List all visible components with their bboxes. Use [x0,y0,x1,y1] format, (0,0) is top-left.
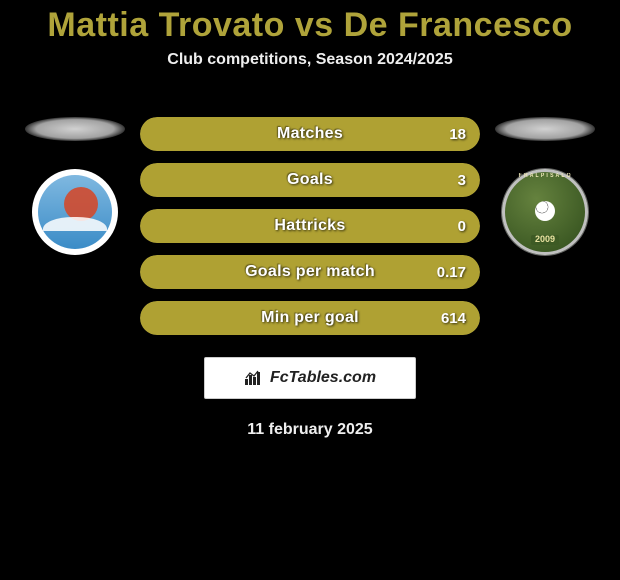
page-subtitle: Club competitions, Season 2024/2025 [0,51,620,69]
stat-label: Goals per match [140,255,480,289]
club-badge-right-art: F R A L P I S A L O 2009 [502,169,588,255]
date-label: 11 february 2025 [0,421,620,439]
club-badge-left [32,169,118,255]
player-left-column [20,117,130,335]
club-badge-left-art [38,175,112,249]
stat-label: Goals [140,163,480,197]
stat-value-right: 0.17 [437,255,466,289]
player-left-shadow [25,117,125,141]
brand-text: FcTables.com [270,369,376,387]
player-right-column: F R A L P I S A L O 2009 [490,117,600,335]
stat-value-right: 0 [458,209,466,243]
stat-bars: Matches18 Goals3 Hattricks0 Goals per match… [140,117,480,335]
stat-label: Hattricks [140,209,480,243]
club-badge-right: F R A L P I S A L O 2009 [502,169,588,255]
stat-value-right: 3 [458,163,466,197]
stat-row: Hattricks0 [140,209,480,243]
stat-row: Goals3 [140,163,480,197]
stat-value-right: 614 [441,301,466,335]
stat-row: Matches18 [140,117,480,151]
brand-badge: FcTables.com [204,357,416,399]
page-title: Mattia Trovato vs De Francesco [0,0,620,45]
comparison-card: Mattia Trovato vs De Francesco Club comp… [0,0,620,580]
player-right-shadow [495,117,595,141]
stat-label: Matches [140,117,480,151]
stat-row: Goals per match0.17 [140,255,480,289]
stat-label: Min per goal [140,301,480,335]
stat-value-right: 18 [449,117,466,151]
stat-row: Min per goal614 [140,301,480,335]
bar-chart-icon [244,370,264,386]
stats-area: Matches18 Goals3 Hattricks0 Goals per match… [0,117,620,335]
